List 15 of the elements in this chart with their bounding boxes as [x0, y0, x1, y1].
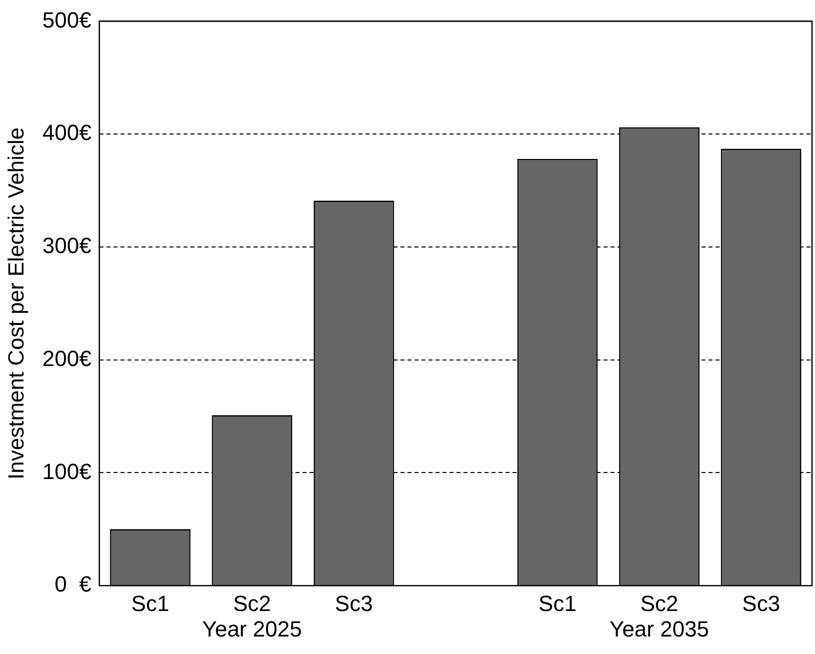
y-tick-label: 400€ — [42, 120, 92, 146]
x-tick-label: Sc2 — [233, 590, 272, 616]
text: Year 2035 — [610, 616, 710, 642]
y-axis-title: Investment Cost per Electric Vehicle — [3, 127, 28, 480]
y-tick-label: 300€ — [42, 233, 92, 258]
x-tick-label: Sc2 — [640, 590, 678, 616]
x-tick-label: Sc1 — [131, 590, 170, 616]
y-tick-label: 100€ — [42, 458, 92, 484]
y-tick-label: 0 € — [54, 572, 92, 597]
text: Year 2025 — [202, 616, 302, 642]
y-tick-label: 200€ — [42, 346, 92, 371]
x-tick-label: Sc3 — [334, 590, 373, 616]
y-tick-label: 500€ — [42, 7, 92, 32]
x-tick-label: Sc1 — [538, 590, 576, 616]
x-tick-label: Sc3 — [742, 590, 780, 616]
